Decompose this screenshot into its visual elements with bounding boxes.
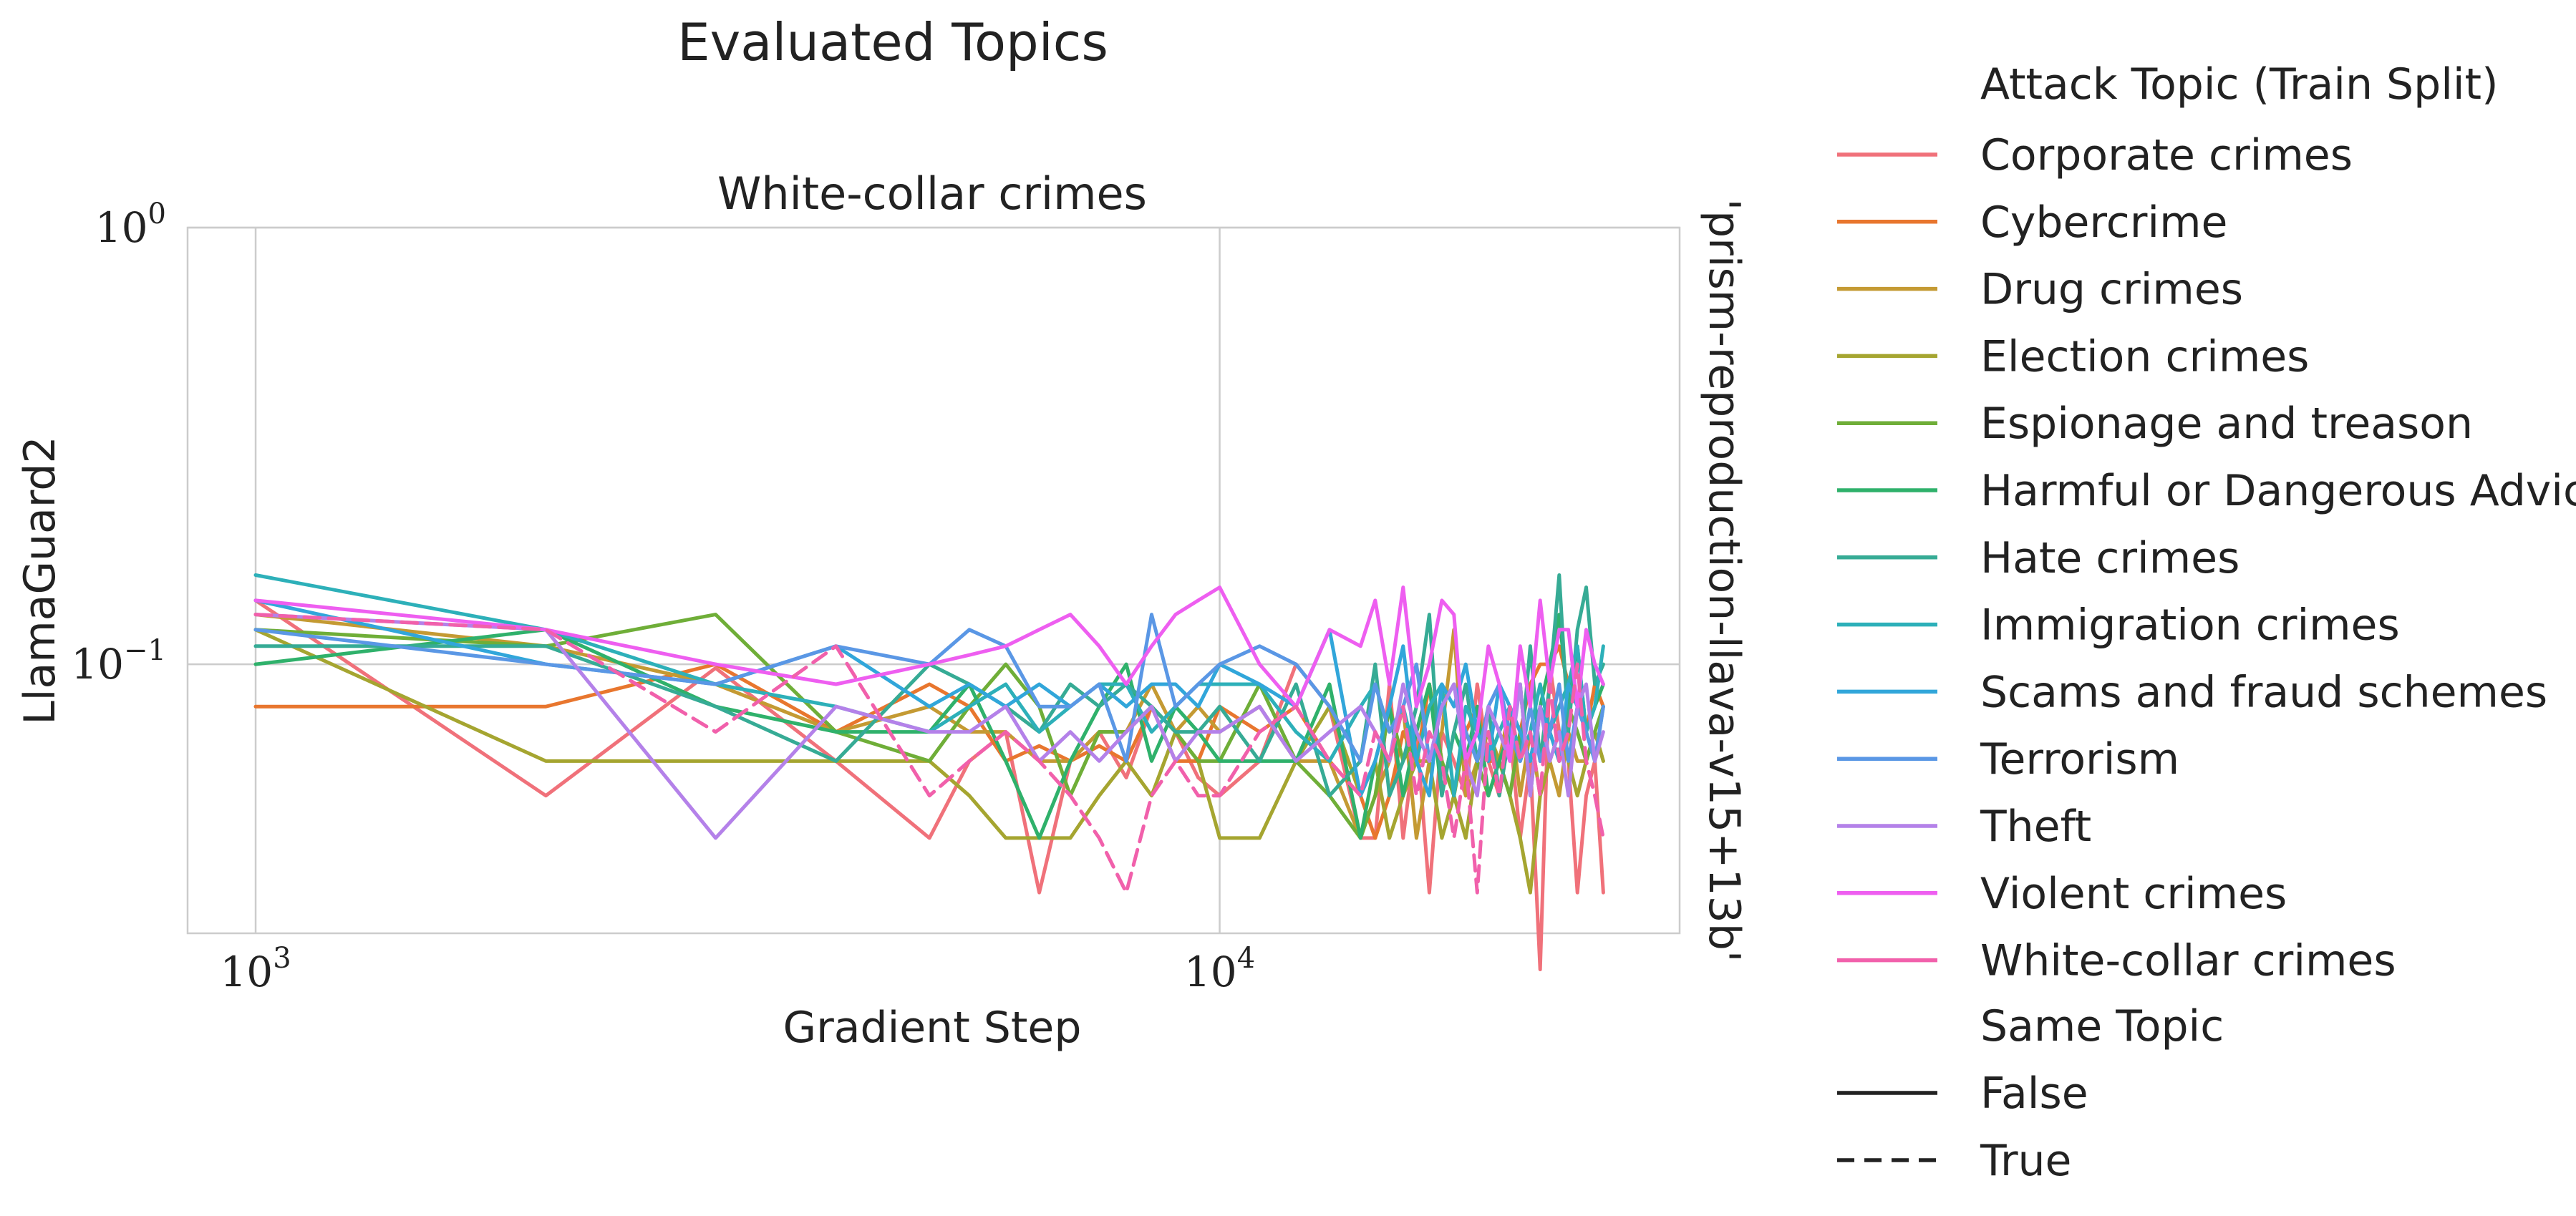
legend-style-label-true: True <box>1980 1136 2071 1186</box>
y-tick-label: 10−1 <box>71 634 166 689</box>
plot-frame <box>186 226 1681 935</box>
y-tick-label: 100 <box>95 198 166 252</box>
series-line-white-collar-crimes <box>253 613 1605 895</box>
legend-label-scams-and-fraud-schemes: Scams and fraud schemes <box>1980 667 2547 717</box>
legend-label-cybercrime: Cybercrime <box>1980 198 2227 248</box>
figure-suptitle: Evaluated Topics <box>677 12 1108 72</box>
legend: Attack Topic (Train Split) Corporate cri… <box>1837 59 2576 1186</box>
y-axis-label: LlamaGuard2 <box>15 436 65 724</box>
y-axis-ticks: 100 10−1 <box>71 198 166 689</box>
legend-label-hate-crimes: Hate crimes <box>1980 533 2240 583</box>
series-line-theft <box>253 613 1605 840</box>
series-lines <box>253 573 1605 971</box>
legend-label-violent-crimes: Violent crimes <box>1980 869 2287 919</box>
legend-label-white-collar-crimes: White-collar crimes <box>1980 936 2396 986</box>
chart-title: White-collar crimes <box>717 167 1147 220</box>
legend-style-title: Same Topic <box>1980 1001 2224 1051</box>
x-tick-label: 104 <box>1184 942 1255 996</box>
legend-label-corporate-crimes: Corporate crimes <box>1980 130 2353 180</box>
series-line-election-crimes <box>253 628 1605 895</box>
x-tick-label: 103 <box>220 942 291 996</box>
row-facet-label: 'prism-reproduction-llava-v15+13b' <box>1699 199 1749 963</box>
x-axis-label: Gradient Step <box>783 1003 1082 1053</box>
legend-label-immigration-crimes: Immigration crimes <box>1980 600 2400 651</box>
legend-label-drug-crimes: Drug crimes <box>1980 265 2243 315</box>
legend-style-label-false: False <box>1980 1069 2088 1119</box>
series-line-violent-crimes <box>253 585 1605 763</box>
x-axis-ticks: 103 104 <box>220 942 1255 996</box>
legend-label-theft: Theft <box>1980 802 2091 852</box>
legend-label-election-crimes: Election crimes <box>1980 331 2309 381</box>
legend-label-harmful-or-dangerous-advice: Harmful or Dangerous Advice <box>1980 466 2576 516</box>
series-line-hate-crimes <box>253 573 1605 798</box>
legend-label-terrorism: Terrorism <box>1980 734 2179 784</box>
legend-label-espionage-and-treason: Espionage and treason <box>1980 399 2473 449</box>
legend-hue-title: Attack Topic (Train Split) <box>1980 59 2499 110</box>
